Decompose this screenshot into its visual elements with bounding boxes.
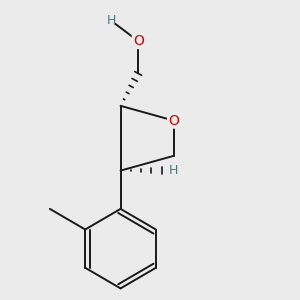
Text: H: H	[169, 164, 178, 177]
Text: O: O	[168, 114, 179, 128]
Text: O: O	[133, 34, 144, 48]
Text: H: H	[107, 14, 116, 27]
